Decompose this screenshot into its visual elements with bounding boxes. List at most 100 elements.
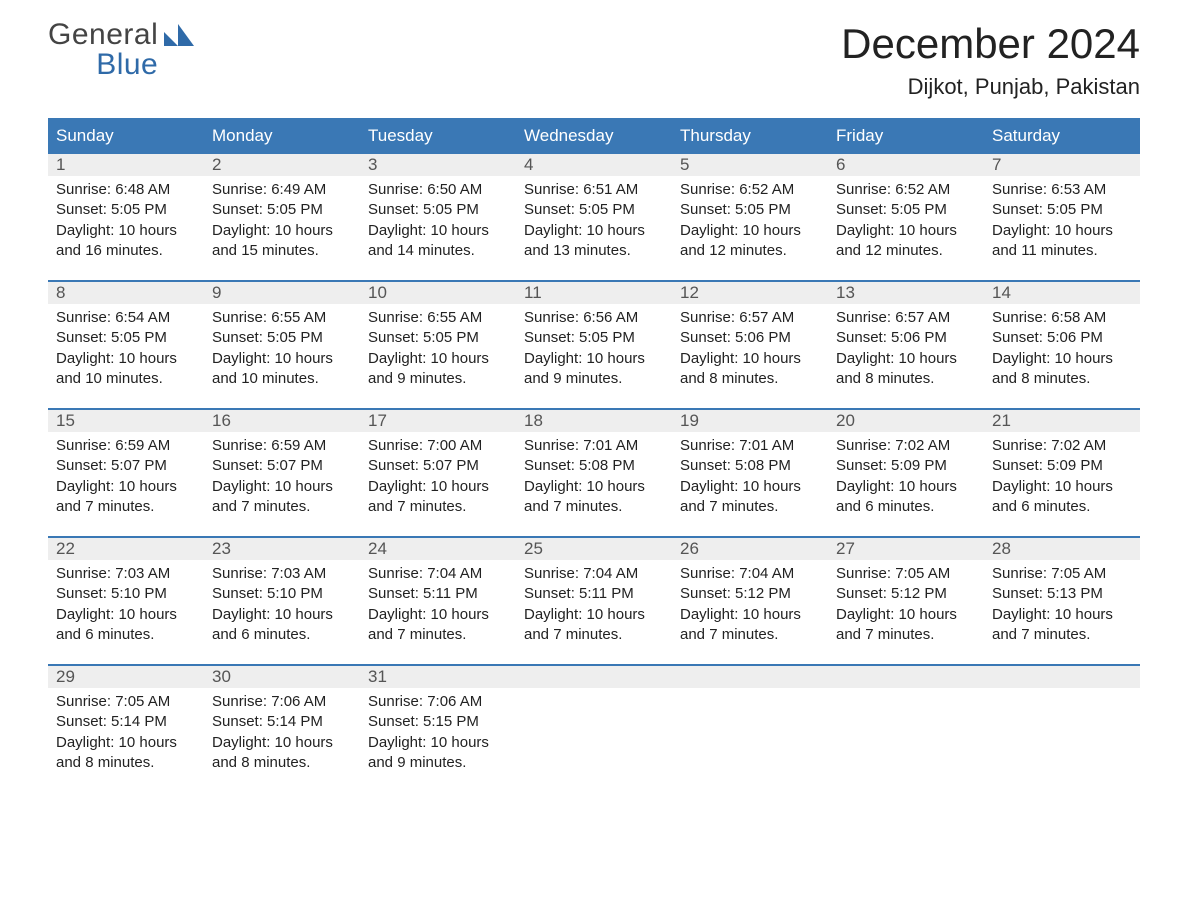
day-number: 27 [828,538,984,560]
calendar-day-cell: 9Sunrise: 6:55 AMSunset: 5:05 PMDaylight… [204,281,360,409]
sunrise-line: Sunrise: 6:52 AM [836,180,976,200]
calendar-day-cell: 14Sunrise: 6:58 AMSunset: 5:06 PMDayligh… [984,281,1140,409]
sunset-line: Sunset: 5:07 PM [368,456,508,476]
calendar-day-cell: 26Sunrise: 7:04 AMSunset: 5:12 PMDayligh… [672,537,828,665]
sunset-line: Sunset: 5:09 PM [836,456,976,476]
sunrise-line: Sunrise: 6:51 AM [524,180,664,200]
sunset-line: Sunset: 5:05 PM [524,200,664,220]
daylight-line: Daylight: 10 hours and 7 minutes. [368,605,508,646]
day-header: Wednesday [516,119,672,153]
sunset-line: Sunset: 5:10 PM [212,584,352,604]
sunrise-line: Sunrise: 7:01 AM [680,436,820,456]
sunset-line: Sunset: 5:05 PM [992,200,1132,220]
calendar-day-cell: 11Sunrise: 6:56 AMSunset: 5:05 PMDayligh… [516,281,672,409]
calendar-day-cell: 10Sunrise: 6:55 AMSunset: 5:05 PMDayligh… [360,281,516,409]
calendar-day-cell: 16Sunrise: 6:59 AMSunset: 5:07 PMDayligh… [204,409,360,537]
day-header: Sunday [48,119,204,153]
day-details: Sunrise: 7:03 AMSunset: 5:10 PMDaylight:… [204,560,360,653]
sunrise-line: Sunrise: 7:01 AM [524,436,664,456]
day-details: Sunrise: 6:59 AMSunset: 5:07 PMDaylight:… [48,432,204,525]
day-number: 26 [672,538,828,560]
day-details: Sunrise: 7:01 AMSunset: 5:08 PMDaylight:… [672,432,828,525]
daylight-line: Daylight: 10 hours and 6 minutes. [836,477,976,518]
day-details: Sunrise: 6:53 AMSunset: 5:05 PMDaylight:… [984,176,1140,269]
day-header: Tuesday [360,119,516,153]
sunset-line: Sunset: 5:08 PM [524,456,664,476]
calendar-day-cell: 25Sunrise: 7:04 AMSunset: 5:11 PMDayligh… [516,537,672,665]
day-header: Thursday [672,119,828,153]
daylight-line: Daylight: 10 hours and 10 minutes. [212,349,352,390]
calendar-day-cell: 7Sunrise: 6:53 AMSunset: 5:05 PMDaylight… [984,153,1140,281]
day-number: 2 [204,154,360,176]
sunrise-line: Sunrise: 6:48 AM [56,180,196,200]
daylight-line: Daylight: 10 hours and 6 minutes. [56,605,196,646]
day-number: 13 [828,282,984,304]
month-title: December 2024 [841,20,1140,68]
sunrise-line: Sunrise: 7:02 AM [836,436,976,456]
day-number: 30 [204,666,360,688]
sunrise-line: Sunrise: 6:57 AM [680,308,820,328]
sunset-line: Sunset: 5:13 PM [992,584,1132,604]
calendar-week-row: 15Sunrise: 6:59 AMSunset: 5:07 PMDayligh… [48,409,1140,537]
calendar-table: SundayMondayTuesdayWednesdayThursdayFrid… [48,118,1140,793]
sunset-line: Sunset: 5:07 PM [212,456,352,476]
day-number: 28 [984,538,1140,560]
daylight-line: Daylight: 10 hours and 8 minutes. [992,349,1132,390]
daylight-line: Daylight: 10 hours and 8 minutes. [212,733,352,774]
sunrise-line: Sunrise: 6:49 AM [212,180,352,200]
sunrise-line: Sunrise: 6:56 AM [524,308,664,328]
calendar-day-cell: 28Sunrise: 7:05 AMSunset: 5:13 PMDayligh… [984,537,1140,665]
calendar-body: 1Sunrise: 6:48 AMSunset: 5:05 PMDaylight… [48,153,1140,793]
sunset-line: Sunset: 5:14 PM [56,712,196,732]
brand-logo: General Blue [48,20,194,80]
day-details: Sunrise: 7:04 AMSunset: 5:11 PMDaylight:… [516,560,672,653]
daylight-line: Daylight: 10 hours and 7 minutes. [836,605,976,646]
location-subtitle: Dijkot, Punjab, Pakistan [841,74,1140,100]
day-details: Sunrise: 7:05 AMSunset: 5:13 PMDaylight:… [984,560,1140,653]
sunrise-line: Sunrise: 7:03 AM [56,564,196,584]
daylight-line: Daylight: 10 hours and 12 minutes. [836,221,976,262]
daylight-line: Daylight: 10 hours and 7 minutes. [368,477,508,518]
day-details: Sunrise: 7:04 AMSunset: 5:12 PMDaylight:… [672,560,828,653]
day-details: Sunrise: 6:55 AMSunset: 5:05 PMDaylight:… [204,304,360,397]
sunset-line: Sunset: 5:10 PM [56,584,196,604]
calendar-day-cell: 12Sunrise: 6:57 AMSunset: 5:06 PMDayligh… [672,281,828,409]
daylight-line: Daylight: 10 hours and 10 minutes. [56,349,196,390]
calendar-day-cell: 18Sunrise: 7:01 AMSunset: 5:08 PMDayligh… [516,409,672,537]
day-number: 8 [48,282,204,304]
sunset-line: Sunset: 5:05 PM [836,200,976,220]
calendar-week-row: 29Sunrise: 7:05 AMSunset: 5:14 PMDayligh… [48,665,1140,793]
calendar-day-cell: 23Sunrise: 7:03 AMSunset: 5:10 PMDayligh… [204,537,360,665]
calendar-day-cell: 6Sunrise: 6:52 AMSunset: 5:05 PMDaylight… [828,153,984,281]
sunset-line: Sunset: 5:11 PM [524,584,664,604]
sunrise-line: Sunrise: 7:04 AM [368,564,508,584]
sunset-line: Sunset: 5:05 PM [368,328,508,348]
day-number-bar [672,666,828,688]
sunset-line: Sunset: 5:06 PM [836,328,976,348]
daylight-line: Daylight: 10 hours and 9 minutes. [524,349,664,390]
sunset-line: Sunset: 5:12 PM [836,584,976,604]
calendar-day-cell: 5Sunrise: 6:52 AMSunset: 5:05 PMDaylight… [672,153,828,281]
day-details: Sunrise: 7:05 AMSunset: 5:12 PMDaylight:… [828,560,984,653]
sunrise-line: Sunrise: 7:02 AM [992,436,1132,456]
sunset-line: Sunset: 5:08 PM [680,456,820,476]
daylight-line: Daylight: 10 hours and 15 minutes. [212,221,352,262]
sunrise-line: Sunrise: 7:06 AM [368,692,508,712]
calendar-empty-cell [828,665,984,793]
sunset-line: Sunset: 5:05 PM [680,200,820,220]
calendar-empty-cell [516,665,672,793]
daylight-line: Daylight: 10 hours and 8 minutes. [680,349,820,390]
brand-line1: General [48,20,158,50]
calendar-day-cell: 21Sunrise: 7:02 AMSunset: 5:09 PMDayligh… [984,409,1140,537]
day-number: 3 [360,154,516,176]
day-number: 16 [204,410,360,432]
daylight-line: Daylight: 10 hours and 13 minutes. [524,221,664,262]
sunset-line: Sunset: 5:05 PM [212,200,352,220]
day-number: 12 [672,282,828,304]
calendar-day-cell: 1Sunrise: 6:48 AMSunset: 5:05 PMDaylight… [48,153,204,281]
day-number: 22 [48,538,204,560]
day-number-bar [516,666,672,688]
sunrise-line: Sunrise: 7:05 AM [992,564,1132,584]
day-details: Sunrise: 7:04 AMSunset: 5:11 PMDaylight:… [360,560,516,653]
daylight-line: Daylight: 10 hours and 9 minutes. [368,733,508,774]
